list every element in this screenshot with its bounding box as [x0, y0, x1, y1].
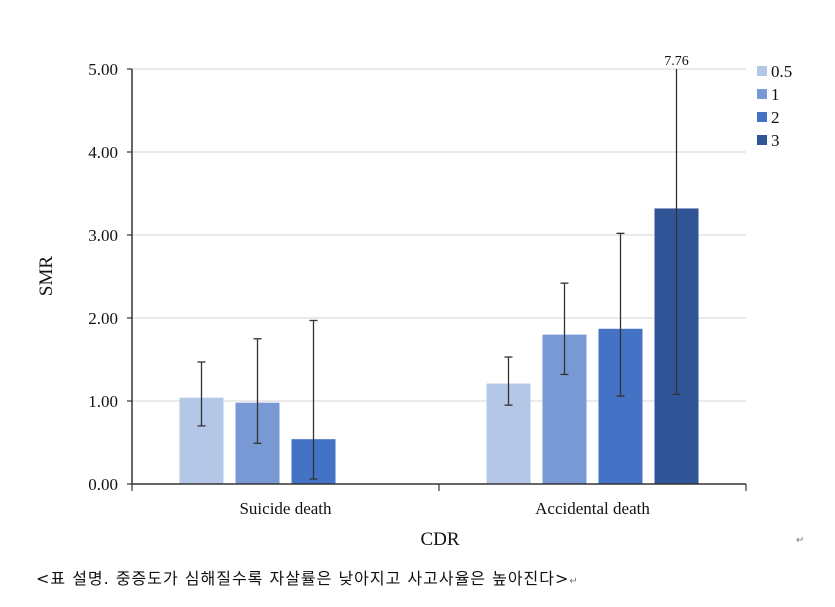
x-category-labels: Suicide death Accidental death — [239, 499, 650, 518]
y-axis-title: SMR — [36, 256, 57, 296]
paragraph-mark-2: ↵ — [796, 535, 805, 546]
y-tick-label: 1.00 — [88, 392, 118, 411]
error-bar-annotation: 7.76 — [664, 54, 689, 69]
x-axis-title: CDR — [420, 529, 459, 550]
legend-swatch — [757, 112, 767, 122]
error-bars — [197, 69, 681, 480]
x-category-label: Accidental death — [535, 499, 650, 518]
legend-label: 0.5 — [771, 62, 792, 81]
annotations: 7.76 — [664, 54, 689, 69]
y-tick-label: 0.00 — [88, 475, 118, 494]
legend-swatch — [757, 66, 767, 76]
paragraph-mark: ↵ — [569, 576, 579, 587]
legend-swatch — [757, 135, 767, 145]
legend-label: 1 — [771, 85, 780, 104]
caption-text: <표 설명. 중증도가 심해질수록 자살률은 낮아지고 사고사율은 높아진다> — [36, 569, 570, 588]
y-tick-labels: 0.00 1.00 2.00 3.00 4.00 5.00 — [88, 60, 118, 494]
figure-caption: <표 설명. 중증도가 심해질수록 자살률은 낮아지고 사고사율은 높아진다>↵ — [36, 565, 579, 589]
y-tick-label: 2.00 — [88, 309, 118, 328]
axes — [127, 68, 747, 491]
y-tick-label: 5.00 — [88, 60, 118, 79]
x-category-label: Suicide death — [239, 499, 332, 518]
gridlines — [132, 68, 746, 402]
y-tick-label: 4.00 — [88, 143, 118, 162]
legend-label: 2 — [771, 108, 780, 127]
y-tick-label: 3.00 — [88, 226, 118, 245]
legend-swatch — [757, 89, 767, 99]
legend-label: 3 — [771, 131, 780, 150]
legend: 0.5 1 2 3 — [757, 62, 792, 150]
